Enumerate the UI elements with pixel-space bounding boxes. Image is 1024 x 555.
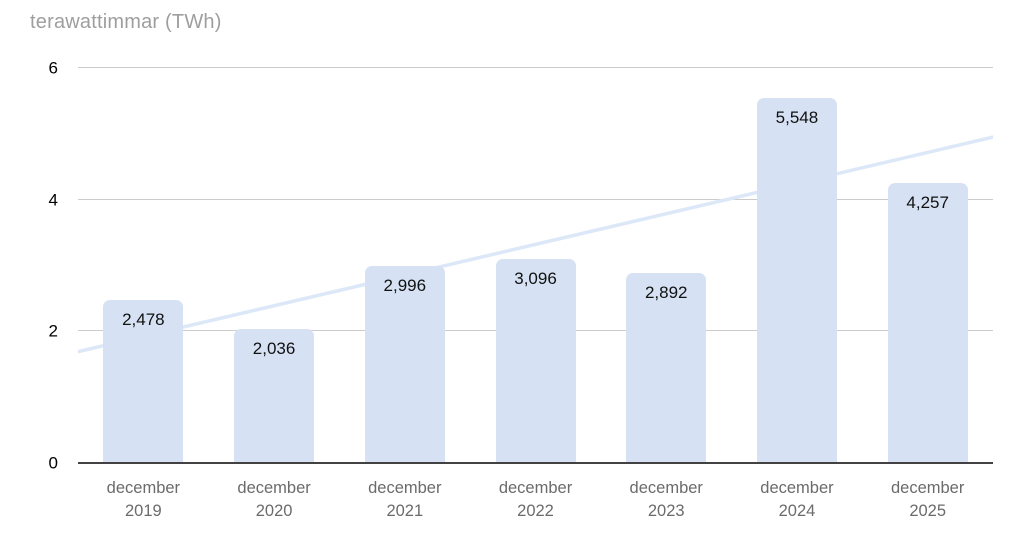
gridline-6 [78,67,993,68]
bar-value-label: 2,036 [252,338,296,358]
x-label-december-2021: december 2021 [368,479,442,520]
x-label-december-2023: december 2023 [629,479,703,520]
gridline-4 [78,198,993,200]
bar-value-label: 4,257 [906,192,949,212]
bar-value-label: 2,996 [383,275,427,295]
x-label-december-2024: december 2024 [760,479,834,520]
y-tick-label-6: 6 [48,58,58,78]
plot-area: 2,478 2,036 2,996 3,096 2,892 5,548 4,257 [78,67,993,464]
bar-slot: 2,478 [78,68,209,463]
x-axis: december 2019 december 2020 december 2021 dece… [78,477,993,523]
bar-value-label: 5,548 [775,107,819,127]
x-label-december-2019: december 2019 [106,479,181,520]
bar-slot: 5,548 [732,68,863,463]
bars-row: 2,478 2,036 2,996 3,096 2,892 5,548 4,257 [78,68,993,463]
bar-december-2023[interactable]: 2,892 [626,272,707,463]
chart-title: terawattimmar (TWh) [30,11,222,33]
bar-december-2019[interactable]: 2,478 [103,299,184,463]
bar-slot: 4,257 [862,68,993,463]
bar-slot: 2,996 [339,68,470,463]
bar-value-label: 3,096 [514,269,557,289]
bar-december-2022[interactable]: 3,096 [495,259,576,463]
bar-december-2020[interactable]: 2,036 [234,328,315,463]
bar-value-label: 2,892 [644,282,688,302]
bar-december-2025[interactable]: 4,257 [887,182,968,463]
y-tick-label-2: 2 [48,321,58,341]
x-label-december-2022: december 2022 [498,479,573,520]
y-tick-label-4: 4 [48,190,58,210]
x-label-december-2025: december 2025 [890,479,965,520]
bar-slot: 2,036 [209,68,340,463]
bar-slot: 2,892 [601,68,732,463]
x-label-december-2020: december 2020 [237,479,311,520]
bar-value-label: 2,478 [122,309,165,329]
bar-december-2021[interactable]: 2,996 [364,265,445,463]
x-axis-baseline [78,462,993,464]
trendline [78,135,993,354]
y-axis: 0 2 4 6 [0,60,68,472]
bar-december-2024[interactable]: 5,548 [756,97,837,463]
y-tick-label-0: 0 [48,453,58,473]
bar-slot: 3,096 [470,68,601,463]
